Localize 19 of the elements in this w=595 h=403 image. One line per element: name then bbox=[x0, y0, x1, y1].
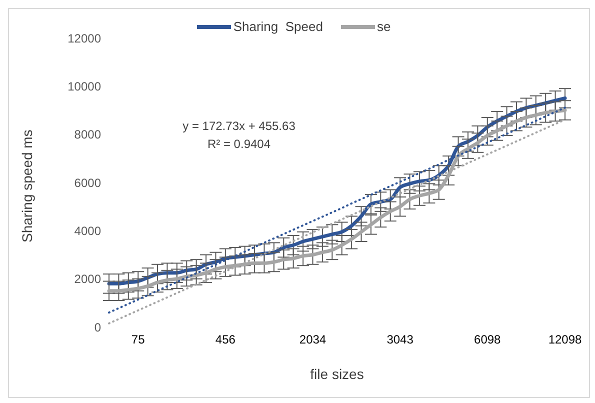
legend-label: Sharing Speed bbox=[232, 19, 323, 34]
y-tick-label: 12000 bbox=[68, 31, 102, 46]
annotation: y = 172.73x + 455.63 bbox=[182, 119, 296, 133]
x-tick-label: 2034 bbox=[299, 332, 326, 347]
y-tick-label: 0 bbox=[94, 320, 102, 334]
x-axis-title: file sizes bbox=[310, 366, 364, 382]
y-tick-label: 10000 bbox=[68, 79, 102, 94]
x-tick-label: 456 bbox=[215, 332, 236, 347]
y-tick-label: 8000 bbox=[74, 128, 102, 142]
y-axis-title: Sharing speed ms bbox=[18, 130, 35, 242]
x-tick-label: 12098 bbox=[548, 332, 582, 347]
x-tick-label: 6098 bbox=[474, 332, 502, 347]
legend-label: se bbox=[376, 19, 391, 34]
y-tick-label: 2000 bbox=[74, 272, 102, 286]
x-tick-label: 3043 bbox=[386, 332, 414, 347]
y-tick-label: 6000 bbox=[74, 176, 102, 190]
annotation: R² = 0.9404 bbox=[206, 137, 272, 151]
y-tick-label: 4000 bbox=[74, 224, 102, 238]
x-tick-label: 75 bbox=[131, 332, 146, 347]
